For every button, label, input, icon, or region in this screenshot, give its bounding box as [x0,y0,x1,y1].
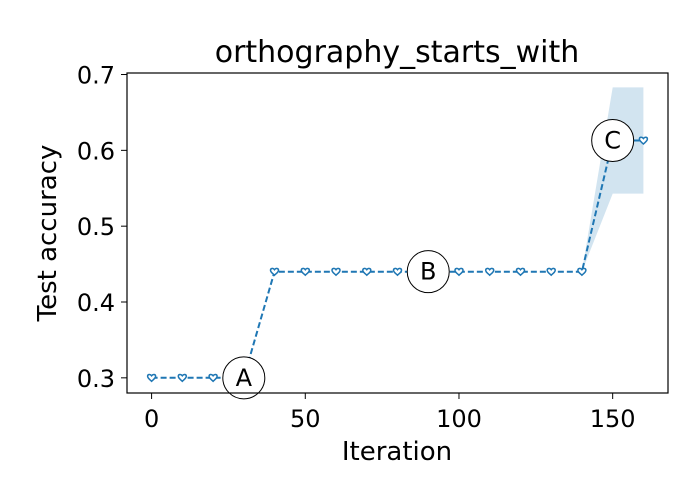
confidence-band [151,87,644,378]
annotation-label: B [420,258,436,286]
y-tick-label: 0.3 [77,365,115,393]
series-line [151,139,644,379]
data-point [269,267,280,277]
y-axis: 0.3 0.4 0.5 0.6 0.7 [77,62,127,393]
x-tick-label: 150 [590,405,636,433]
data-point [454,267,464,277]
y-axis-label: Test accuracy [33,145,63,323]
data-point [177,373,188,383]
x-tick-label: 50 [290,405,321,433]
y-tick-label: 0.5 [77,213,115,241]
x-axis: 0 50 100 150 [144,393,636,433]
annotation-c: C [591,118,635,162]
x-tick-label: 0 [144,405,159,433]
annotation-label: A [236,364,253,392]
plot-area: A B C [146,87,649,400]
data-point [146,373,157,383]
plot-frame [126,72,669,394]
x-axis-label: Iteration [342,437,452,467]
annotation-label: C [604,126,621,154]
chart-title: orthography_starts_with [215,35,580,70]
x-tick-label: 100 [436,405,482,433]
data-point [484,267,495,277]
annotation-b: B [406,250,450,294]
y-tick-label: 0.7 [77,62,115,90]
data-point [208,373,218,383]
data-point [638,136,649,146]
data-point [331,267,341,277]
data-point [392,267,403,277]
y-tick-label: 0.4 [77,289,115,317]
data-point [546,267,556,277]
data-point [300,267,311,277]
data-point [515,267,526,277]
y-tick-label: 0.6 [77,137,115,165]
data-point [577,267,587,277]
annotation-a: A [222,356,266,400]
data-point [362,267,372,277]
